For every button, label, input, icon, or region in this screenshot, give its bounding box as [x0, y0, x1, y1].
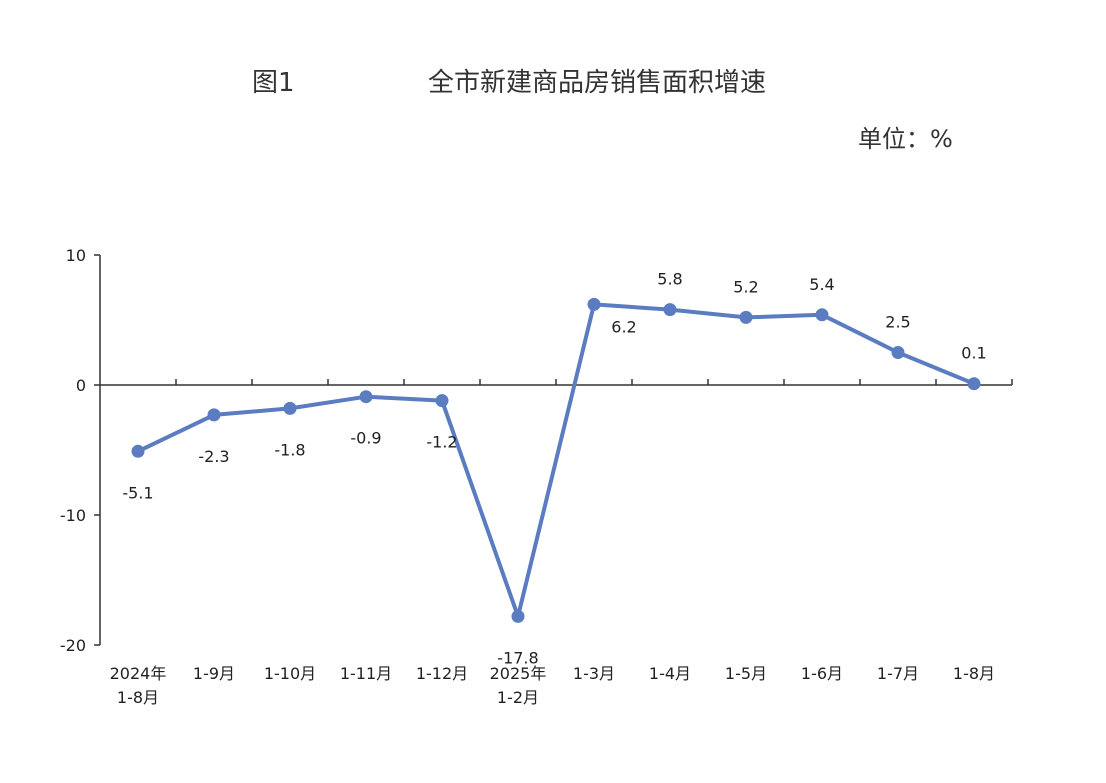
- data-point: [435, 394, 449, 408]
- data-point: [359, 390, 373, 404]
- y-tick-label: -10: [60, 506, 86, 525]
- data-label: 5.4: [809, 275, 834, 294]
- data-point: [511, 609, 525, 623]
- chart-title: 全市新建商品房销售面积增速: [428, 68, 767, 98]
- x-tick-label: 2025年 1-2月: [490, 664, 547, 707]
- x-tick-label: 1-10月: [264, 664, 316, 683]
- x-tick-label: 1-4月: [649, 664, 691, 683]
- x-tick-label: 1-9月: [193, 664, 235, 683]
- data-label: 5.2: [733, 277, 758, 296]
- data-point: [587, 297, 601, 311]
- data-point: [131, 444, 145, 458]
- data-label: -0.9: [350, 429, 381, 448]
- x-tick-label: 1-3月: [573, 664, 615, 683]
- data-label: -2.3: [198, 447, 229, 466]
- y-tick-label: -20: [60, 636, 86, 655]
- series-line: [137, 302, 975, 619]
- data-label: -1.8: [274, 440, 305, 459]
- x-tick-label: 2024年 1-8月: [110, 664, 167, 707]
- data-label: 6.2: [611, 317, 636, 336]
- y-tick-label: 10: [66, 246, 86, 265]
- data-label: -5.1: [122, 483, 153, 502]
- data-label: 5.8: [657, 270, 682, 289]
- data-point: [207, 408, 221, 422]
- data-label: 2.5: [885, 313, 910, 332]
- data-point: [663, 303, 677, 317]
- data-point: [891, 346, 905, 359]
- data-point: [283, 401, 297, 415]
- x-tick-label: 1-8月: [953, 664, 995, 683]
- figure-label: 图1: [252, 68, 295, 98]
- data-point: [739, 310, 753, 324]
- x-tick-label: 1-7月: [877, 664, 919, 683]
- x-tick-label: 1-12月: [416, 664, 468, 683]
- x-tick-label: 1-11月: [340, 664, 392, 683]
- data-label: -1.2: [426, 433, 457, 452]
- data-point: [967, 377, 981, 391]
- data-label: -17.8: [497, 648, 538, 667]
- y-tick-label: 0: [76, 376, 86, 395]
- x-tick-label: 1-5月: [725, 664, 767, 683]
- data-label: 0.1: [961, 344, 986, 363]
- x-tick-label: 1-6月: [801, 664, 843, 683]
- unit-label: 单位：%: [858, 125, 953, 153]
- data-point: [815, 308, 829, 322]
